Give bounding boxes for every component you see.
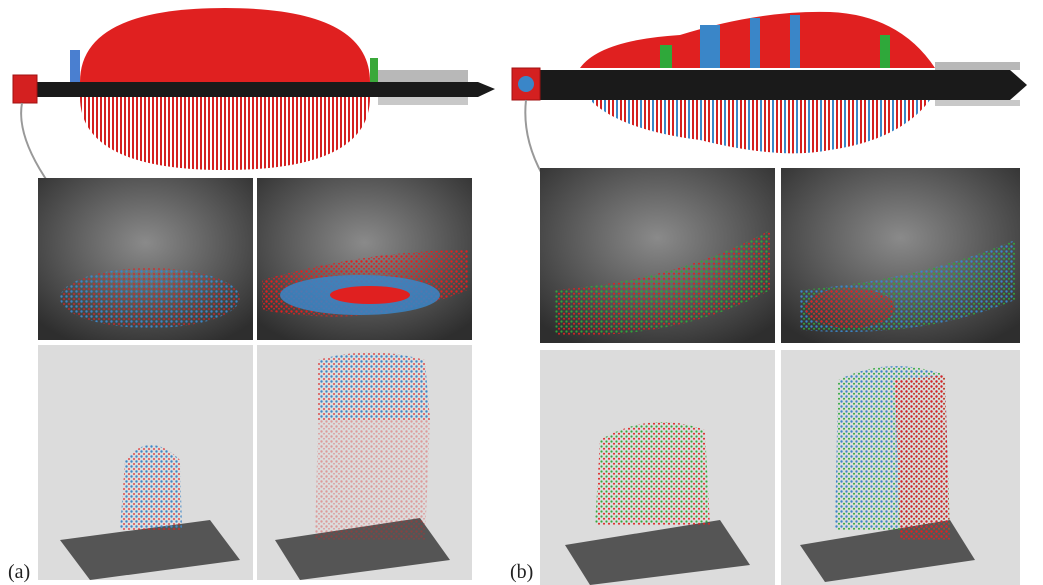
stem — [750, 18, 760, 68]
time-bar — [540, 70, 1027, 100]
tail — [378, 70, 468, 82]
lower-stems — [80, 97, 370, 170]
point-cloud — [595, 422, 710, 525]
point-cloud — [120, 445, 182, 530]
stem — [700, 25, 720, 68]
stem — [880, 35, 890, 68]
point-cloud — [60, 268, 240, 328]
time-bar — [35, 82, 495, 97]
node-dot — [518, 76, 534, 92]
side-stem — [370, 58, 378, 82]
tail — [378, 97, 468, 105]
upper-shape — [80, 8, 370, 82]
point-cloud — [330, 286, 410, 304]
node — [13, 75, 37, 103]
tail — [935, 100, 1020, 106]
stem — [660, 45, 672, 68]
side-stem — [70, 50, 80, 82]
point-cloud — [805, 288, 895, 328]
tail — [935, 62, 1020, 70]
point-cloud — [318, 353, 430, 421]
figure: (a) (b) — [0, 0, 1043, 585]
point-cloud — [895, 375, 950, 540]
stem — [790, 15, 800, 68]
lower-stems — [590, 100, 930, 153]
panel-label: (a) — [8, 561, 30, 583]
point-cloud — [315, 420, 430, 540]
panel-label: (b) — [510, 561, 533, 583]
